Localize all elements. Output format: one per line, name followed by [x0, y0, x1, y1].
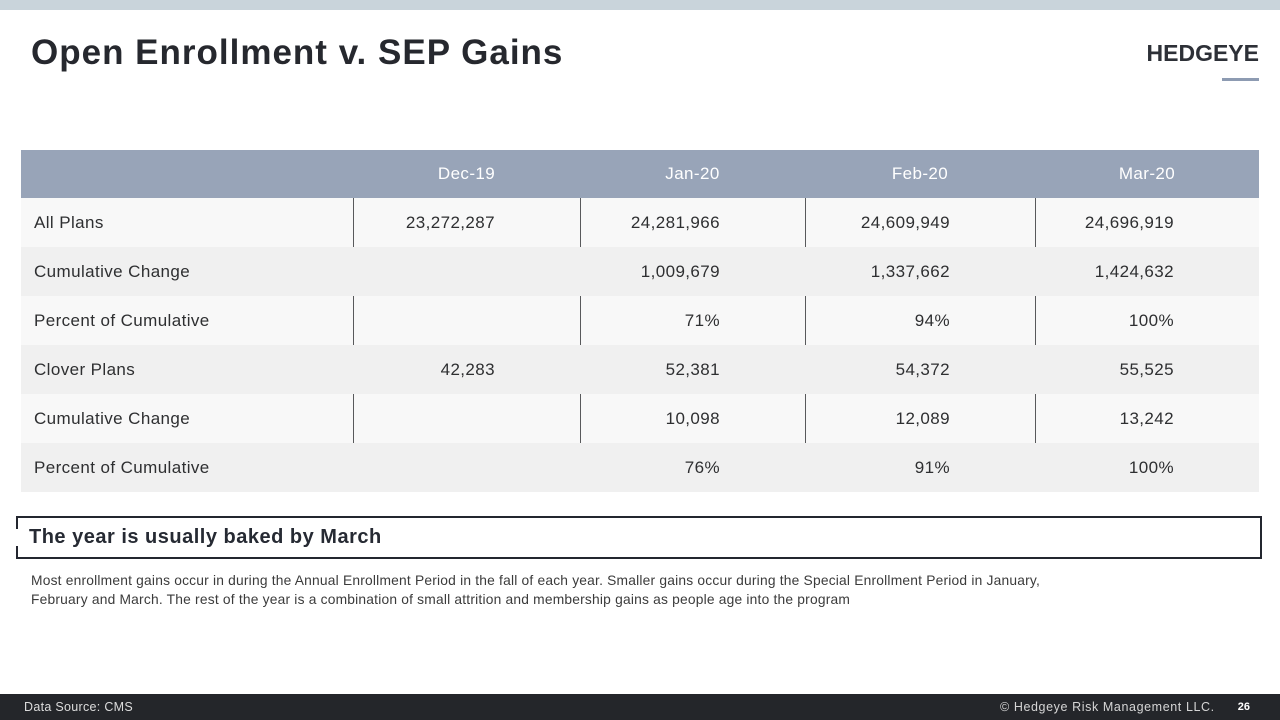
- value-cell: 100%: [1035, 296, 1259, 345]
- takeaway-callout-box: The year is usually baked by March: [16, 516, 1262, 559]
- value-cell: 1,424,632: [1094, 261, 1174, 281]
- copyright-label: © Hedgeye Risk Management LLC.: [999, 700, 1215, 714]
- header-cell-jan20: Jan-20: [665, 164, 720, 183]
- value-cell: 54,372: [895, 359, 950, 379]
- table-header-row: Dec-19 Jan-20 Feb-20 Mar-20: [21, 150, 1259, 198]
- page-title: Open Enrollment v. SEP Gains: [31, 33, 564, 72]
- hedgeye-logo-text: HEDGEYE: [1146, 40, 1259, 66]
- value-cell: [353, 394, 580, 443]
- table-row-percent-cumulative-all: Percent of Cumulative 71% 94% 100%: [21, 296, 1259, 345]
- value-cell: 52,381: [665, 359, 720, 379]
- page-number: 26: [1237, 701, 1250, 713]
- top-accent-strip: [0, 0, 1280, 10]
- value-cell: [353, 247, 580, 296]
- value-cell: 1,337,662: [870, 261, 950, 281]
- row-label-cell: Percent of Cumulative: [34, 310, 210, 330]
- table-row-percent-cumulative-clover: Percent of Cumulative 76% 91% 100%: [21, 443, 1259, 492]
- data-source-label: Data Source: CMS: [24, 700, 134, 714]
- notes-line-2: February and March. The rest of the year…: [31, 592, 851, 607]
- value-cell: 10,098: [580, 394, 805, 443]
- footer-right-group: © Hedgeye Risk Management LLC. 26: [1000, 700, 1250, 714]
- value-cell: 1,009,679: [640, 261, 720, 281]
- notes-paragraph: Most enrollment gains occur in during th…: [31, 571, 1226, 609]
- value-cell: [353, 443, 580, 492]
- value-cell: 91%: [914, 457, 950, 477]
- value-cell: [353, 296, 580, 345]
- footer-bar: Data Source: CMS © Hedgeye Risk Manageme…: [0, 694, 1280, 720]
- value-cell: 23,272,287: [353, 198, 580, 247]
- table-row-clover-plans: Clover Plans 42,283 52,381 54,372 55,525: [21, 345, 1259, 394]
- value-cell: 76%: [684, 457, 720, 477]
- notes-line-1: Most enrollment gains occur in during th…: [31, 573, 1040, 588]
- table-row-all-plans: All Plans 23,272,287 24,281,966 24,609,9…: [21, 198, 1259, 247]
- header-cell-blank: [21, 150, 353, 198]
- row-label-cell: Clover Plans: [34, 359, 136, 379]
- enrollment-table: Dec-19 Jan-20 Feb-20 Mar-20 All Plans 23…: [21, 150, 1259, 492]
- logo-underline: [1222, 78, 1259, 81]
- value-cell: 13,242: [1035, 394, 1259, 443]
- row-label-cell: All Plans: [34, 212, 104, 232]
- value-cell: 12,089: [805, 394, 1035, 443]
- value-cell: 42,283: [440, 359, 495, 379]
- value-cell: 24,281,966: [580, 198, 805, 247]
- table-row-cumulative-change-all: Cumulative Change 1,009,679 1,337,662 1,…: [21, 247, 1259, 296]
- hedgeye-logo: HEDGEYE: [1147, 40, 1259, 81]
- takeaway-heading: The year is usually baked by March: [29, 526, 382, 548]
- table-row-cumulative-change-clover: Cumulative Change 10,098 12,089 13,242: [21, 394, 1259, 443]
- row-label-cell: Cumulative Change: [34, 408, 191, 428]
- header-cell-dec19: Dec-19: [437, 164, 496, 183]
- value-cell: 71%: [580, 296, 805, 345]
- header-cell-feb20: Feb-20: [891, 164, 949, 183]
- value-cell: 24,609,949: [805, 198, 1035, 247]
- value-cell: 94%: [805, 296, 1035, 345]
- header-cell-mar20: Mar-20: [1118, 164, 1176, 183]
- row-label-cell: Percent of Cumulative: [34, 457, 210, 477]
- row-label-cell: Cumulative Change: [34, 261, 191, 281]
- value-cell: 55,525: [1119, 359, 1174, 379]
- value-cell: 24,696,919: [1035, 198, 1259, 247]
- value-cell: 100%: [1128, 457, 1174, 477]
